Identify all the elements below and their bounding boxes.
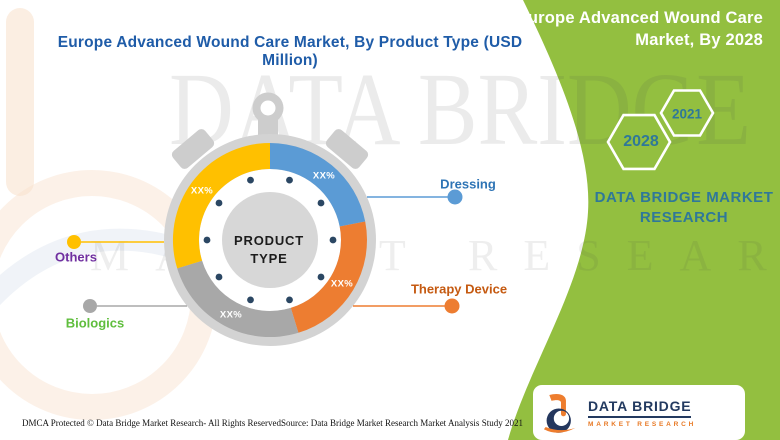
bullet-therapy-device [444,298,460,314]
right-panel-title-line2: Market, By 2028 [635,31,763,49]
stopwatch-right-button [325,129,369,169]
bullet-dressing [447,189,463,205]
hexagon-2021 [659,89,715,137]
right-panel-title: Europe Advanced Wound Care Market, By 20… [517,7,763,51]
value-label-others: XX% [190,185,214,197]
logo-brand-subtitle: MARKET RESEARCH [588,420,697,428]
logo-swoosh [543,426,576,433]
donut-center-line1: PRODUCT [234,233,304,248]
center-disc [222,192,318,288]
hexagon-year-2028: 2028 [623,133,659,150]
footer-dmca-text: DMCA Protected © Data Bridge Market Rese… [22,418,284,428]
hexagon-2028 [606,113,672,171]
right-panel-brand-line1: DATA BRIDGE MARKET [594,189,774,206]
value-label-dressing: XX% [312,170,336,182]
logo-card: DATA BRIDGE MARKET RESEARCH [533,385,745,440]
bullet-others [67,235,81,249]
segment-therapy-device [290,221,367,333]
donut-center-line2: TYPE [250,251,288,266]
faded-logo-stem [6,8,34,196]
right-panel-brand: DATA BRIDGE MARKET RESEARCH [584,188,780,228]
donut-center-label: PRODUCT TYPE [234,232,304,268]
logo-brand-name: DATA BRIDGE [588,398,692,418]
legend-label-biologics: Biologics [65,315,125,331]
legend-label-dressing: Dressing [440,176,496,192]
clock-dots [203,176,337,304]
value-label-therapy-device: XX% [330,278,354,290]
stopwatch-left-button [171,129,215,169]
chart-title: Europe Advanced Wound Care Market, By Pr… [57,34,523,69]
segment-biologics [177,260,299,338]
stopwatch-crown-hole [260,100,276,116]
segment-dressing [270,143,366,227]
value-label-biologics: XX% [219,309,243,321]
legend-label-others: Others [55,249,97,265]
footer-source-text: Source: Data Bridge Market Research Mark… [281,418,523,428]
right-panel-title-line1: Europe Advanced Wound Care [516,9,763,27]
legend-label-therapy-device: Therapy Device [410,281,508,297]
data-bridge-logo-icon [543,393,576,433]
segment-others [172,143,270,269]
stopwatch-crown-stem [258,118,278,138]
logo-bowl [546,408,571,433]
hexagon-year-2021: 2021 [671,106,703,122]
logo-card-text: DATA BRIDGE MARKET RESEARCH [588,398,696,428]
stopwatch-buttons [171,118,369,169]
bullet-biologics [83,299,97,313]
right-panel-brand-line2: RESEARCH [639,209,729,226]
